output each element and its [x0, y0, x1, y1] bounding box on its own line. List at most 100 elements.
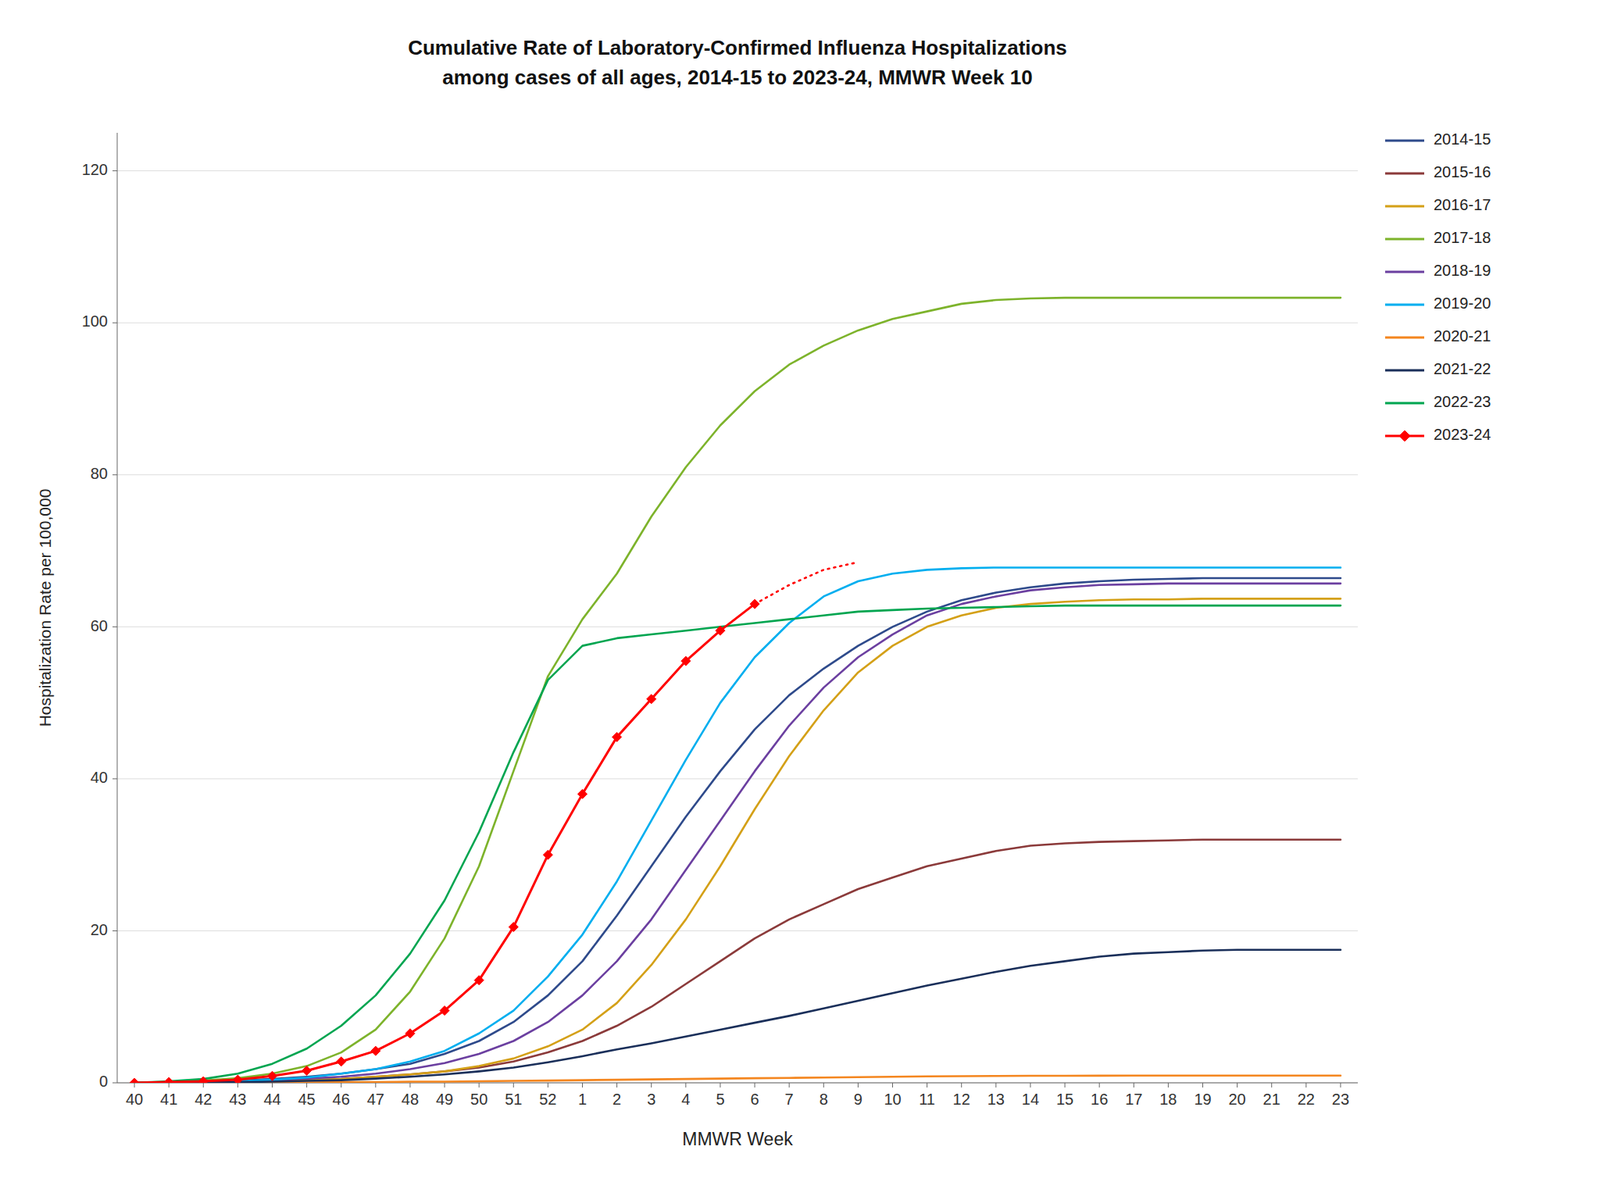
x-tick	[995, 1082, 997, 1088]
series-line	[134, 297, 1341, 1083]
series	[134, 583, 1341, 1083]
x-tick-label: 42	[194, 1090, 212, 1108]
x-tick-label: 4	[681, 1090, 690, 1108]
y-tick-label: 100	[82, 312, 108, 330]
x-tick	[168, 1082, 170, 1088]
grid-line	[117, 170, 1358, 172]
x-tick-label: 52	[539, 1090, 557, 1108]
legend-item: 2016-17	[1385, 196, 1491, 214]
x-tick-label: 44	[263, 1090, 281, 1108]
x-tick	[306, 1082, 308, 1088]
series	[754, 562, 858, 605]
series-marker	[508, 922, 518, 933]
series-line	[134, 839, 1341, 1083]
x-tick	[892, 1082, 893, 1088]
series	[134, 578, 1341, 1083]
x-tick	[960, 1082, 962, 1088]
series-marker	[198, 1076, 208, 1083]
x-tick	[513, 1082, 515, 1088]
x-tick	[271, 1082, 273, 1088]
series-marker	[164, 1077, 174, 1083]
y-axis-label: Hospitalization Rate per 100,000	[35, 489, 54, 728]
legend-swatch	[1385, 303, 1425, 307]
series-marker	[267, 1071, 278, 1081]
series-marker	[578, 789, 588, 799]
series-line	[134, 605, 1341, 1083]
legend-item: 2019-20	[1385, 294, 1491, 312]
grid-line	[117, 626, 1358, 628]
series-marker	[612, 732, 622, 742]
legend-swatch	[1385, 238, 1425, 241]
legend-label: 2017-18	[1433, 228, 1491, 247]
x-tick	[237, 1082, 239, 1088]
legend-label: 2021-22	[1433, 360, 1491, 378]
x-tick-label: 1	[578, 1090, 587, 1108]
legend-swatch	[1385, 369, 1425, 372]
x-tick-label: 12	[953, 1090, 971, 1108]
x-tick-label: 50	[470, 1090, 488, 1108]
legend: 2014-152015-162016-172017-182018-192019-…	[1385, 130, 1491, 443]
x-tick	[789, 1082, 790, 1088]
legend-label: 2015-16	[1433, 163, 1491, 181]
y-tick	[112, 626, 118, 628]
x-tick-label: 11	[918, 1090, 936, 1108]
x-tick	[616, 1082, 618, 1088]
y-axis: 020406080100120	[82, 132, 118, 1090]
y-tick	[112, 1082, 118, 1084]
series-line	[754, 562, 858, 605]
x-tick-label: 14	[1021, 1090, 1040, 1108]
background	[0, 0, 1600, 1200]
y-tick-label: 120	[82, 160, 108, 179]
x-tick-label: 16	[1090, 1090, 1108, 1108]
legend-swatch	[1385, 205, 1425, 208]
x-tick-label: 45	[297, 1090, 315, 1108]
x-tick	[650, 1082, 652, 1088]
series-marker	[336, 1057, 347, 1067]
series	[134, 598, 1341, 1083]
x-tick-label: 18	[1159, 1090, 1177, 1108]
series	[134, 605, 1341, 1083]
series-marker	[646, 694, 657, 704]
series	[129, 599, 760, 1083]
x-tick-label: 48	[401, 1090, 419, 1108]
legend-marker	[1399, 430, 1411, 442]
series	[134, 950, 1341, 1083]
x-tick	[547, 1082, 549, 1088]
series-marker	[681, 656, 691, 666]
x-tick-label: 41	[160, 1090, 178, 1108]
legend-item: 2021-22	[1385, 360, 1491, 378]
x-tick	[754, 1082, 756, 1088]
legend-label: 2022-23	[1433, 392, 1491, 411]
x-tick	[1133, 1082, 1135, 1088]
legend-swatch	[1385, 139, 1425, 143]
x-tick	[340, 1082, 342, 1088]
series-marker	[405, 1028, 415, 1039]
x-tick	[857, 1082, 859, 1088]
y-tick	[112, 170, 118, 172]
x-tick	[1202, 1082, 1204, 1088]
y-tick	[112, 322, 118, 324]
x-tick-label: 3	[646, 1090, 656, 1108]
chart-container: 0204060801001204041424344454647484950515…	[0, 0, 1600, 1200]
x-tick-label: 15	[1056, 1090, 1074, 1108]
legend-label: 2019-20	[1433, 294, 1491, 312]
x-tick-label: 17	[1125, 1090, 1143, 1108]
x-tick	[719, 1082, 721, 1088]
y-tick-label: 80	[90, 464, 108, 483]
series-line	[134, 578, 1341, 1083]
y-tick-label: 40	[90, 768, 108, 786]
x-tick	[375, 1082, 376, 1088]
y-axis-line	[117, 132, 118, 1083]
x-tick-label: 22	[1297, 1090, 1315, 1108]
x-axis-label: MMWR Week	[682, 1128, 793, 1150]
series-marker	[542, 850, 553, 860]
x-tick-label: 5	[715, 1090, 725, 1108]
x-tick-label: 51	[504, 1090, 522, 1108]
grid	[117, 171, 1358, 1083]
subtitle: among cases of all ages, 2014-15 to 2023…	[442, 65, 1033, 90]
title: Cumulative Rate of Laboratory-Confirmed …	[407, 35, 1068, 60]
x-tick-label: 21	[1263, 1090, 1281, 1108]
legend-label: 2020-21	[1433, 327, 1491, 345]
x-tick	[134, 1082, 136, 1088]
legend-item: 2018-19	[1385, 261, 1491, 279]
